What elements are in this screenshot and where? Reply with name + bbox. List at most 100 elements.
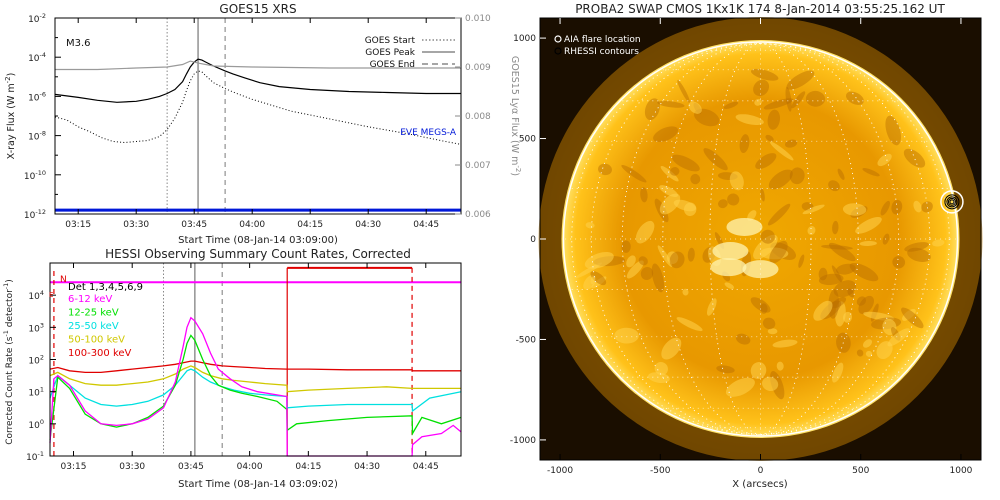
active-region (882, 318, 897, 336)
goes-xtick-label: 04:00 (239, 220, 265, 230)
dark-region (687, 247, 695, 262)
active-region (813, 300, 833, 321)
dark-region (921, 201, 933, 213)
dark-region (805, 90, 826, 107)
longitude-line (621, 43, 900, 435)
dark-region (723, 101, 739, 110)
goes-x-axis: 03:15 03:30 03:45 04:00 04:15 04:30 04:45 (65, 18, 439, 230)
hessi-series-25-50-keV (49, 368, 462, 413)
hessi-ytick-label: 100 (28, 418, 44, 431)
active-region (614, 327, 639, 344)
active-region (659, 185, 678, 198)
hessi-xtick-label: 04:45 (413, 462, 439, 472)
hessi-series-12-25-keV (49, 334, 462, 440)
dark-region (789, 167, 805, 185)
hessi-series-50-100-keV (49, 365, 461, 393)
goes-xtick-label: 03:15 (65, 220, 91, 230)
dark-region (651, 263, 665, 293)
dark-region (638, 256, 648, 266)
bright-active-region (712, 242, 749, 261)
hessi-xtick-label: 03:15 (61, 462, 87, 472)
goes-y2tick-label: 0.009 (465, 63, 491, 73)
dark-region (818, 273, 844, 286)
active-region (754, 98, 762, 106)
dark-region (785, 139, 798, 148)
bright-active-region (726, 217, 763, 236)
goes-xtick-label: 03:30 (123, 220, 149, 230)
aia-flare-circle (940, 190, 964, 214)
active-region (626, 255, 636, 268)
dark-region (903, 148, 926, 168)
hessi-legend-item: 100-300 keV (68, 348, 132, 359)
dark-region (831, 265, 842, 283)
goes-flare-class: M3.6 (66, 38, 91, 49)
dark-region (892, 256, 906, 269)
active-region (725, 377, 755, 397)
dark-region (644, 98, 660, 121)
active-region (832, 362, 844, 383)
dark-region (677, 80, 690, 103)
swap-legend-swatch (554, 35, 562, 43)
flare-location-marker (940, 190, 964, 214)
goes-y2tick-label: 0.010 (465, 14, 491, 24)
goes-legend: GOES Start GOES Peak GOES End (365, 36, 455, 70)
swap-ytick-label: 500 (519, 135, 536, 145)
dark-region (755, 153, 777, 170)
hessi-xtick-label: 03:45 (178, 462, 204, 472)
swap-xtick-label: -1000 (547, 466, 573, 476)
active-region (842, 203, 867, 216)
hessi-legend-item: 12-25 keV (68, 308, 119, 319)
dark-region (828, 289, 839, 319)
dark-region (833, 280, 857, 298)
active-region (635, 220, 655, 244)
swap-legend-label: AIA flare location (564, 35, 641, 45)
rhessi-contour (944, 194, 960, 210)
hessi-xlabel: Start Time (08-Jan-14 03:09:02) (178, 479, 338, 490)
active-region (735, 114, 764, 126)
goes-ytick-label: 10-6 (28, 90, 46, 103)
hessi-xtick-label: 03:30 (119, 462, 145, 472)
dark-region (832, 220, 839, 235)
swap-ytick-label: -500 (516, 335, 537, 345)
active-region (767, 328, 778, 335)
hessi-series-100-300-keV (49, 360, 461, 374)
dark-region (690, 173, 701, 185)
swap-xtick-label: -500 (650, 466, 671, 476)
active-region (750, 361, 767, 380)
dark-region (836, 263, 856, 275)
active-region (759, 247, 789, 260)
active-region (660, 166, 679, 182)
dark-region (640, 267, 654, 280)
hessi-xtick-label: 04:00 (237, 462, 263, 472)
active-region (877, 153, 892, 167)
dark-region (818, 267, 828, 281)
hessi-ylabel: Corrected Count Rate (s-1 detector-1) (2, 279, 15, 445)
dark-region (750, 297, 771, 313)
hessi-xtick-label: 04:30 (354, 462, 380, 472)
active-region (887, 328, 910, 347)
goes-y-axis: 10-12 10-10 10-8 10-6 10-4 10-2 (24, 12, 61, 221)
swap-title: PROBA2 SWAP CMOS 1Kx1K 174 8-Jan-2014 03… (575, 2, 945, 16)
dark-region (621, 164, 647, 183)
goes-y2tick-label: 0.006 (465, 210, 491, 220)
hessi-ytick-label: 10-1 (26, 450, 44, 463)
dark-region (760, 303, 768, 314)
goes-series-2 (55, 60, 461, 71)
goes-legend-label: GOES Peak (365, 48, 415, 58)
active-region (807, 226, 816, 235)
dark-region (716, 365, 735, 374)
active-region (661, 337, 682, 360)
hessi-ytick-label: 102 (28, 354, 44, 367)
hessi-panel: HESSI Observing Summary Count Rates, Cor… (2, 247, 462, 490)
goes-ytick-label: 10-12 (24, 208, 46, 221)
heliographic-grid (565, 43, 956, 435)
dark-region (767, 203, 791, 226)
goes-xlabel: Start Time (08-Jan-14 03:09:00) (178, 235, 338, 246)
bright-active-region (710, 258, 747, 277)
rhessi-contour (946, 196, 958, 208)
active-region (802, 204, 825, 215)
active-region (855, 216, 882, 234)
goes-xrs-panel: GOES15 XRS 03:15 03:30 03:45 04:00 04:15 04:3… (4, 2, 522, 246)
dark-region (767, 109, 781, 130)
active-region (753, 234, 778, 260)
